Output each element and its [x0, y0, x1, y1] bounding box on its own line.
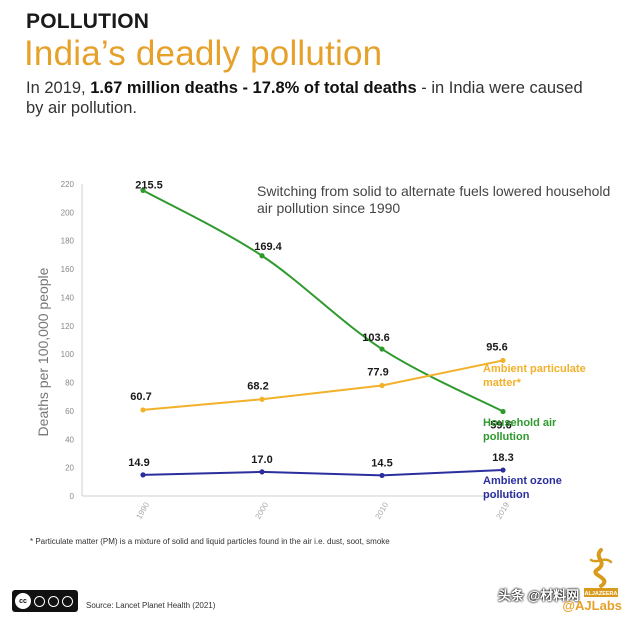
- legend-label: pollution: [483, 489, 530, 501]
- brand-handle: @AJLabs: [562, 598, 622, 613]
- series-line: [142, 469, 504, 477]
- data-point: [140, 472, 146, 478]
- y-tick-label: 200: [61, 208, 75, 217]
- data-label: 103.6: [362, 332, 390, 344]
- page-title: India’s deadly pollution: [24, 34, 383, 73]
- y-tick-label: 160: [61, 265, 75, 274]
- annotation-line-2: air pollution since 1990: [257, 200, 400, 216]
- subtitle-highlight: 1.67 million deaths - 17.8% of total dea…: [90, 79, 417, 97]
- data-point: [259, 253, 265, 259]
- watermark: 头条 @材料网: [498, 588, 580, 603]
- x-tick-label: 2019: [494, 500, 511, 520]
- y-tick-label: 100: [61, 350, 75, 359]
- aljazeera-logo: ALJAZEERA: [584, 548, 618, 597]
- legend-label: Household air: [483, 417, 557, 429]
- data-point: [500, 357, 506, 364]
- data-label: 59.6: [490, 419, 511, 431]
- data-label: 95.6: [486, 341, 507, 353]
- y-axis-label: Deaths per 100,000 people: [35, 267, 51, 436]
- source-note: Source: Lancet Planet Health (2021): [86, 601, 216, 610]
- y-tick-label: 80: [65, 379, 74, 388]
- data-label: 215.5: [135, 179, 163, 191]
- data-label: 77.9: [367, 367, 388, 379]
- annotation-line-1: Switching from solid to alternate fuels …: [257, 183, 610, 199]
- y-tick-label: 120: [61, 322, 75, 331]
- data-point: [379, 382, 385, 389]
- logo-text: ALJAZEERA: [584, 591, 617, 597]
- data-label: 68.2: [247, 380, 268, 392]
- y-tick-label: 180: [61, 237, 75, 246]
- footnote: * Particulate matter (PM) is a mixture o…: [30, 537, 390, 546]
- data-label: 14.5: [371, 457, 392, 469]
- data-label: 17.0: [251, 454, 272, 466]
- nc-icon: [48, 595, 59, 607]
- y-tick-label: 220: [61, 180, 75, 189]
- x-tick-label: 2010: [373, 500, 390, 520]
- sa-icon: [62, 595, 73, 607]
- legend-label: Ambient particulate: [483, 363, 586, 375]
- subtitle-prefix: In 2019,: [26, 79, 91, 97]
- y-tick-label: 20: [65, 464, 74, 473]
- legend-label: matter*: [483, 377, 522, 389]
- x-tick-label: 1990: [134, 500, 151, 520]
- data-point: [259, 396, 265, 402]
- y-tick-label: 0: [70, 492, 75, 501]
- data-point: [379, 472, 385, 479]
- data-point: [500, 467, 506, 473]
- cc-icon: cc: [15, 593, 31, 609]
- data-point: [379, 346, 385, 352]
- data-label: 18.3: [492, 452, 513, 464]
- data-label: 60.7: [130, 391, 151, 403]
- creative-commons-badge[interactable]: cc: [12, 590, 78, 612]
- series-line: [142, 359, 504, 411]
- x-tick-label: 2000: [253, 500, 270, 520]
- legend-label: Ambient ozone: [483, 475, 562, 487]
- section-kicker: POLLUTION: [26, 10, 150, 33]
- by-icon: [34, 595, 45, 607]
- y-tick-label: 40: [65, 435, 74, 444]
- data-label: 169.4: [254, 241, 282, 253]
- data-point: [500, 408, 506, 415]
- data-label: 14.9: [128, 457, 149, 469]
- subtitle-suffix: - in India were caused by air pollution.: [26, 79, 583, 117]
- series-line: [142, 189, 504, 413]
- data-point: [140, 407, 146, 413]
- data-point: [140, 187, 146, 193]
- y-tick-label: 60: [65, 407, 74, 416]
- legend-label: pollution: [483, 431, 530, 443]
- y-tick-label: 140: [61, 293, 75, 302]
- subtitle: In 2019, 1.67 million deaths - 17.8% of …: [26, 78, 586, 118]
- data-point: [259, 469, 265, 475]
